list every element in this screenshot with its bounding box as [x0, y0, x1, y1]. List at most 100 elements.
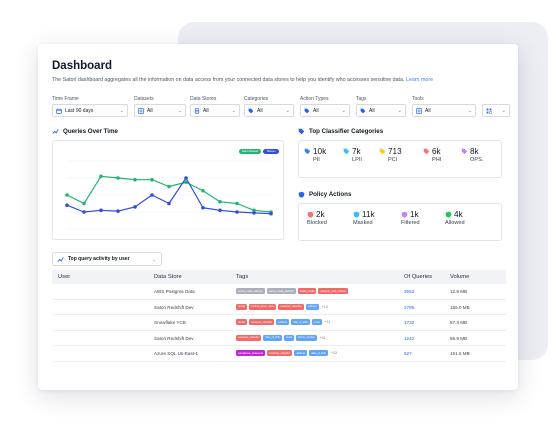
cell-queries[interactable]: 1732: [404, 320, 415, 325]
data-point-tableau[interactable]: [252, 211, 256, 215]
tag-chip[interactable]: compliance_statement: [236, 350, 266, 356]
tag-chip[interactable]: phone_number: [296, 334, 317, 341]
classifier-stat-lpii[interactable]: 7k LPII: [343, 147, 362, 163]
data-stores-select[interactable]: All ⌄: [190, 104, 240, 117]
tag-chip[interactable]: address: [305, 303, 319, 310]
data-point-tableau[interactable]: [167, 201, 171, 206]
stat-value: 6k: [432, 147, 441, 156]
tag-chip[interactable]: social_media_address: [236, 288, 265, 294]
data-point-tableau[interactable]: [65, 203, 69, 207]
tag-chip[interactable]: date_of_birth: [291, 319, 310, 325]
header-queries[interactable]: Of Queries: [404, 274, 433, 280]
header-user[interactable]: User: [58, 274, 71, 280]
classifier-stat-ops[interactable]: 8k OPS.: [461, 147, 483, 163]
tag-chip[interactable]: social_media: [297, 288, 317, 294]
data-point-tableau[interactable]: [218, 208, 222, 213]
data-point-tableau[interactable]: [116, 209, 120, 213]
shield-icon: [401, 211, 408, 218]
cell-queries[interactable]: 2785: [404, 304, 415, 310]
tag-chip[interactable]: customer_classifier: [267, 350, 293, 356]
data-point-tableau[interactable]: [133, 205, 137, 209]
learn-more-link[interactable]: Learn more: [405, 77, 434, 83]
tools-select[interactable]: All ⌄: [412, 104, 476, 117]
data-point-satori-redash[interactable]: [99, 174, 103, 179]
cell-queries[interactable]: 627: [404, 351, 412, 356]
legend-satori-redash[interactable]: Satori Redash: [239, 149, 261, 154]
header-volume[interactable]: Volume: [450, 274, 470, 280]
activity-dropdown[interactable]: Top query activity by user ⌄: [52, 252, 162, 266]
tag-chip[interactable]: customer_classifier: [278, 303, 304, 310]
table-row[interactable]: Azure SQL Us-East-1 627 151.6 MB compliance…: [52, 346, 506, 362]
filter-options-button[interactable]: ⌄: [482, 104, 510, 117]
tag-chip[interactable]: passport_card_number: [318, 288, 349, 294]
data-point-tableau[interactable]: [201, 205, 205, 210]
cell-queries[interactable]: 1242: [404, 335, 415, 341]
more-tags-count[interactable]: +13: [330, 351, 337, 355]
table-row[interactable]: Snowflake YCB 1732 57.3 MB dental customer_c…: [52, 315, 506, 331]
data-point-satori-redash[interactable]: [116, 176, 120, 180]
cell-queries[interactable]: 3552: [404, 289, 415, 294]
filter-tools: Tools All ⌄: [412, 96, 476, 117]
filter-value: All: [425, 107, 431, 114]
policy-stat-blocked[interactable]: 2k Blocked: [307, 210, 327, 226]
policy-stat-allowed[interactable]: 4k Allowed: [445, 210, 465, 226]
tag-chip[interactable]: customer_classifier: [248, 319, 275, 325]
tag-chip[interactable]: email: [284, 334, 294, 341]
data-point-satori-redash[interactable]: [184, 180, 188, 185]
cell-volume: 12.8 MB: [450, 289, 468, 294]
policy-stat-filtered[interactable]: 1k Filtered: [401, 210, 420, 226]
legend-tableau[interactable]: Tableau: [263, 149, 279, 154]
data-point-tableau[interactable]: [184, 176, 188, 180]
tag-chip[interactable]: dental: [236, 319, 247, 325]
classifier-stat-phi[interactable]: 6k PHI: [423, 147, 441, 163]
tag-chip[interactable]: customer_classifier: [236, 334, 262, 341]
classifier-stat-pci[interactable]: 713 PCI: [379, 147, 402, 163]
table-row[interactable]: AWS Postgres Data 3552 12.8 MB social_media…: [52, 284, 506, 300]
chevron-down-icon: ⌄: [119, 108, 124, 114]
data-point-satori-redash[interactable]: [201, 188, 205, 193]
data-point-satori-redash[interactable]: [218, 200, 222, 204]
filter-action-types: Action Types All ⌄: [300, 96, 350, 117]
more-tags-count[interactable]: +11: [324, 320, 331, 324]
data-point-satori-redash[interactable]: [82, 201, 86, 206]
data-point-tableau[interactable]: [269, 211, 273, 216]
tag-chip[interactable]: date_of_birth: [263, 334, 283, 341]
table-row[interactable]: Satori Redshift Dev 1242 55.9 MB customer_c…: [52, 331, 506, 346]
data-point-satori-redash[interactable]: [167, 184, 171, 189]
stat-label: PCI: [388, 157, 398, 163]
filter-value: All: [369, 107, 375, 114]
tag-chip[interactable]: email: [311, 319, 322, 325]
tags-select[interactable]: All ⌄: [356, 104, 406, 117]
tag-chip[interactable]: medical_given_name: [248, 303, 277, 310]
tag-chip[interactable]: dental: [236, 303, 247, 310]
data-point-tableau[interactable]: [82, 210, 86, 214]
data-point-satori-redash[interactable]: [133, 177, 137, 182]
subtitle-text: The Satori dashboard aggregates all the …: [52, 77, 405, 83]
data-point-satori-redash[interactable]: [150, 177, 154, 182]
table-row[interactable]: Satori Redshift Dev 2785 155.0 MB dental med…: [52, 300, 506, 315]
data-point-tableau[interactable]: [235, 210, 239, 214]
data-point-satori-redash[interactable]: [252, 208, 256, 213]
data-point-satori-redash[interactable]: [235, 201, 239, 206]
classifier-stat-pii[interactable]: 10k PII: [304, 147, 326, 163]
policy-stat-masked[interactable]: 11k Masked: [353, 210, 375, 226]
data-point-tableau[interactable]: [99, 208, 103, 213]
data-point-satori-redash[interactable]: [65, 193, 69, 197]
more-tags-count[interactable]: +13: [321, 304, 328, 309]
chevron-down-icon: ⌄: [285, 108, 290, 114]
datasets-select[interactable]: All ⌄: [134, 104, 186, 117]
tag-chip[interactable]: date_of_birth: [309, 350, 328, 356]
time-frame-select[interactable]: Last 90 days ⌄: [52, 104, 128, 117]
more-tags-count[interactable]: +11: [319, 335, 326, 340]
cell-volume: 151.6 MB: [450, 351, 470, 356]
data-point-tableau[interactable]: [150, 193, 154, 197]
action-types-select[interactable]: All ⌄: [300, 104, 350, 117]
trend-icon: [57, 256, 64, 262]
tag-chip[interactable]: address: [276, 319, 290, 325]
header-tags[interactable]: Tags: [236, 274, 249, 280]
shield-icon: [353, 211, 360, 218]
header-data-store[interactable]: Data Store: [154, 274, 182, 280]
tag-chip[interactable]: social_media_address: [266, 288, 296, 294]
tag-chip[interactable]: address: [294, 350, 308, 356]
categories-select[interactable]: All ⌄: [244, 104, 294, 117]
